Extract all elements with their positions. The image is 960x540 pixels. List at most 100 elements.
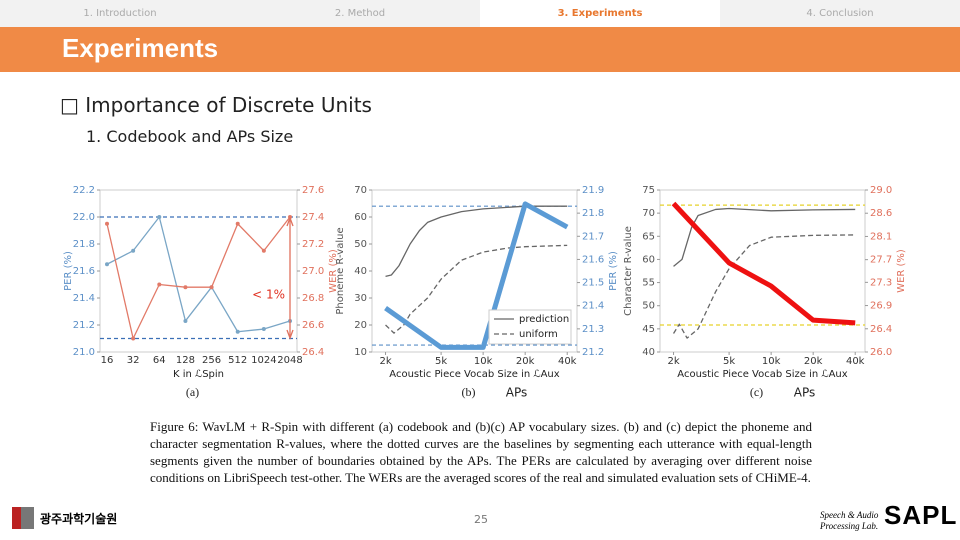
figure-caption: Figure 6: WavLM + R-Spin with different … <box>150 419 812 485</box>
point <box>261 327 266 332</box>
y-tick-label: 27.3 <box>870 277 892 288</box>
legend-label: uniform <box>519 329 558 340</box>
point <box>105 262 109 267</box>
point <box>157 282 162 287</box>
point <box>183 318 188 323</box>
y-tick-label: 21.4 <box>73 293 95 304</box>
point <box>183 285 188 290</box>
y-tick-label: 27.6 <box>302 185 324 196</box>
x-tick-label: 128 <box>176 355 195 366</box>
series-line <box>385 205 568 278</box>
y-tick-label: 21.6 <box>73 266 95 277</box>
y-tick-label: 26.4 <box>870 324 892 335</box>
y-tick-label: 70 <box>642 208 655 219</box>
series-line <box>671 201 856 326</box>
tab[interactable]: 4. Conclusion <box>806 8 874 19</box>
y-axis-label: Phoneme R-value <box>335 227 346 314</box>
x-tick-label: 20k <box>804 356 823 367</box>
panel-caption: (c) <box>750 385 763 399</box>
y-tick-label: 21.8 <box>582 208 604 219</box>
point <box>131 248 136 253</box>
y2-axis-label: WER (%) <box>328 249 339 293</box>
y-tick-label: 21.9 <box>582 185 604 196</box>
y-tick-label: 55 <box>642 278 655 289</box>
y-tick-label: 21.8 <box>73 239 95 250</box>
x-tick-label: 512 <box>228 355 247 366</box>
y-tick-label: 60 <box>354 212 367 223</box>
y-tick-label: 26.0 <box>870 347 892 358</box>
x-tick-label: 64 <box>153 355 166 366</box>
panel-note: APs <box>794 386 816 400</box>
legend-box <box>488 309 572 345</box>
y-tick-label: 21.2 <box>73 320 95 331</box>
y-tick-label: 26.6 <box>302 320 324 331</box>
x-tick-label: 5k <box>723 356 735 367</box>
x-tick-label: 20k <box>516 356 535 367</box>
x-tick-label: 2k <box>667 356 679 367</box>
y-tick-label: 22.2 <box>73 185 95 196</box>
point <box>209 285 214 290</box>
x-axis-label: K in ℒSpin <box>173 369 224 380</box>
heading: □ Importance of Discrete Units <box>60 93 372 117</box>
y-tick-label: 26.4 <box>302 347 324 358</box>
panel-note: APs <box>506 386 528 400</box>
y-tick-label: 50 <box>642 301 655 312</box>
point <box>235 221 240 226</box>
tab[interactable]: 3. Experiments <box>480 0 720 27</box>
y-tick-label: 21.5 <box>582 278 604 289</box>
x-tick-label: 16 <box>101 355 114 366</box>
y2-axis-label: WER (%) <box>896 249 907 293</box>
point <box>131 336 136 341</box>
y-tick-label: 40 <box>354 266 367 277</box>
y-tick-label: 28.6 <box>870 208 892 219</box>
x-tick-label: 5k <box>435 356 447 367</box>
point <box>157 215 162 219</box>
annotation: < 1% <box>252 288 285 302</box>
y-tick-label: 28.1 <box>870 231 892 242</box>
logo-line: Processing Lab. <box>820 521 879 531</box>
x-tick-label: 1024 <box>251 355 276 366</box>
x-tick-label: 32 <box>127 355 140 366</box>
y-axis-label: PER (%) <box>63 251 74 291</box>
y-tick-label: 65 <box>642 231 655 242</box>
y-tick-label: 60 <box>642 254 655 265</box>
title-band: Experiments <box>0 27 960 72</box>
legend-label: prediction <box>519 314 569 325</box>
logo-line: Speech & Audio <box>820 510 879 520</box>
logo-right: Speech & Audio Processing Lab. <box>820 510 878 532</box>
tab-bar: 1. Introduction 2. Method 3. Experiments… <box>0 0 960 27</box>
tab[interactable]: 1. Introduction <box>83 8 157 19</box>
y-tick-label: 21.0 <box>73 347 95 358</box>
series-line <box>106 216 291 340</box>
series-line <box>672 234 856 339</box>
logo-mark: SAPL <box>884 500 958 530</box>
subheading: 1. Codebook and APs Size <box>86 127 294 146</box>
y-tick-label: 21.2 <box>582 347 604 358</box>
y-tick-label: 26.8 <box>302 293 324 304</box>
page-number: 25 <box>474 513 488 526</box>
panel-caption: (a) <box>186 385 199 399</box>
logo-left: 광주과학기술원 <box>12 507 117 529</box>
y-tick-label: 21.4 <box>582 301 604 312</box>
y-tick-label: 30 <box>354 293 367 304</box>
x-tick-label: 10k <box>474 356 493 367</box>
y-tick-label: 27.4 <box>302 212 324 223</box>
y-tick-label: 75 <box>642 185 655 196</box>
y-axis-label: Character R-value <box>623 226 634 316</box>
tab[interactable]: 2. Method <box>334 8 386 19</box>
y-tick-label: 50 <box>354 239 367 250</box>
point <box>261 248 266 253</box>
slide-title: Experiments <box>62 33 219 63</box>
y-tick-label: 20 <box>354 320 367 331</box>
x-tick-label: 256 <box>202 355 221 366</box>
series-line <box>385 244 568 334</box>
y-tick-label: 45 <box>642 324 655 335</box>
series-line <box>106 216 291 333</box>
y-tick-label: 10 <box>354 347 367 358</box>
y2-axis-label: PER (%) <box>608 251 619 291</box>
series-line <box>673 207 856 267</box>
x-tick-label: 40k <box>846 356 865 367</box>
x-tick-label: 10k <box>762 356 781 367</box>
